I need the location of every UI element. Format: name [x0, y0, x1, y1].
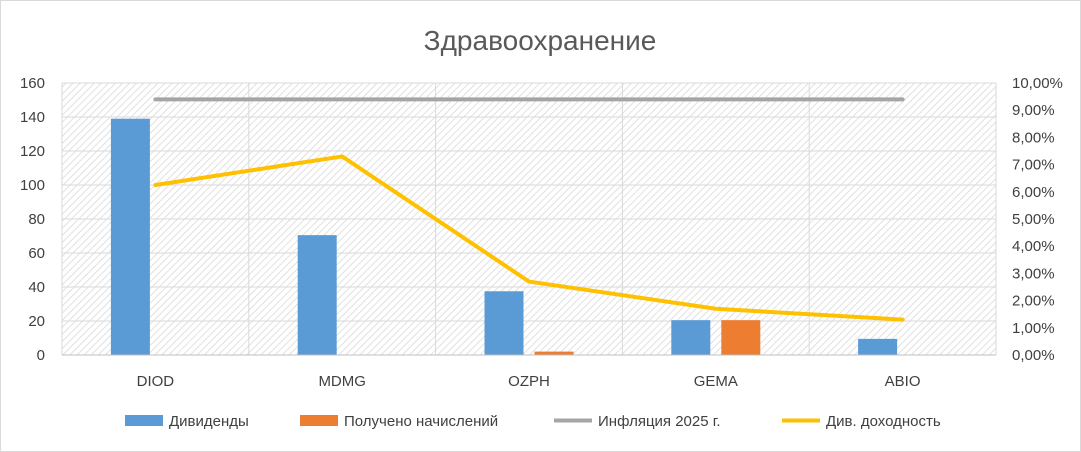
y-left-tick-label: 60	[28, 245, 45, 262]
legend-yield: Див. доходность	[782, 413, 941, 430]
y-left-tick-label: 100	[20, 177, 45, 194]
bar-dividends	[110, 118, 150, 355]
legend-dividends: Дивиденды	[125, 413, 249, 430]
x-tick-label: OZPH	[508, 373, 550, 390]
y-left-tick-label: 20	[28, 313, 45, 330]
y-right-tick-label: 7,00%	[1012, 157, 1055, 174]
y-left-tick-label: 0	[37, 347, 45, 364]
x-tick-label: GEMA	[694, 373, 738, 390]
y-right-tick-label: 9,00%	[1012, 102, 1055, 119]
x-tick-label: ABIO	[885, 373, 921, 390]
y-right-tick-label: 6,00%	[1012, 184, 1055, 201]
y-left-tick-label: 120	[20, 143, 45, 160]
y-left-tick-label: 80	[28, 211, 45, 228]
legend-swatch	[300, 415, 338, 426]
legend-label: Инфляция 2025 г.	[598, 413, 721, 430]
y-left-tick-label: 40	[28, 279, 45, 296]
bars	[110, 118, 898, 355]
y-left-tick-label: 160	[20, 75, 45, 92]
legend-received: Получено начислений	[300, 413, 498, 430]
x-tick-label: MDMG	[318, 373, 366, 390]
bar-received	[534, 351, 574, 355]
bar-dividends	[671, 320, 711, 355]
gridlines	[61, 82, 997, 356]
bar-dividends	[484, 291, 524, 355]
legend-label: Див. доходность	[826, 413, 941, 430]
legend-inflation: Инфляция 2025 г.	[554, 413, 721, 430]
y-right-tick-label: 8,00%	[1012, 129, 1055, 146]
y-right-tick-label: 1,00%	[1012, 320, 1055, 337]
bar-dividends	[858, 338, 898, 355]
y-right-tick-label: 10,00%	[1012, 75, 1063, 92]
legend: Дивиденды Получено начислений Инфляция 202…	[125, 413, 941, 430]
y-left-tick-label: 140	[20, 109, 45, 126]
axes: 0 20 40 60 80 100 120 140 160 0,00% 1,00% 2,00% 3,00…	[20, 75, 1063, 390]
y-right-tick-label: 5,00%	[1012, 211, 1055, 228]
y-right-tick-label: 0,00%	[1012, 347, 1055, 364]
chart-title: Здравоохранение	[424, 25, 657, 56]
legend-swatch	[125, 415, 163, 426]
bar-dividends	[297, 235, 337, 355]
y-right-tick-label: 2,00%	[1012, 293, 1055, 310]
legend-label: Получено начислений	[344, 413, 498, 430]
y-right-tick-label: 4,00%	[1012, 238, 1055, 255]
y-right-tick-label: 3,00%	[1012, 265, 1055, 282]
legend-label: Дивиденды	[169, 413, 249, 430]
x-tick-label: DIOD	[137, 373, 175, 390]
yield-line	[153, 154, 905, 322]
bar-received	[721, 320, 761, 355]
lines	[153, 97, 905, 322]
